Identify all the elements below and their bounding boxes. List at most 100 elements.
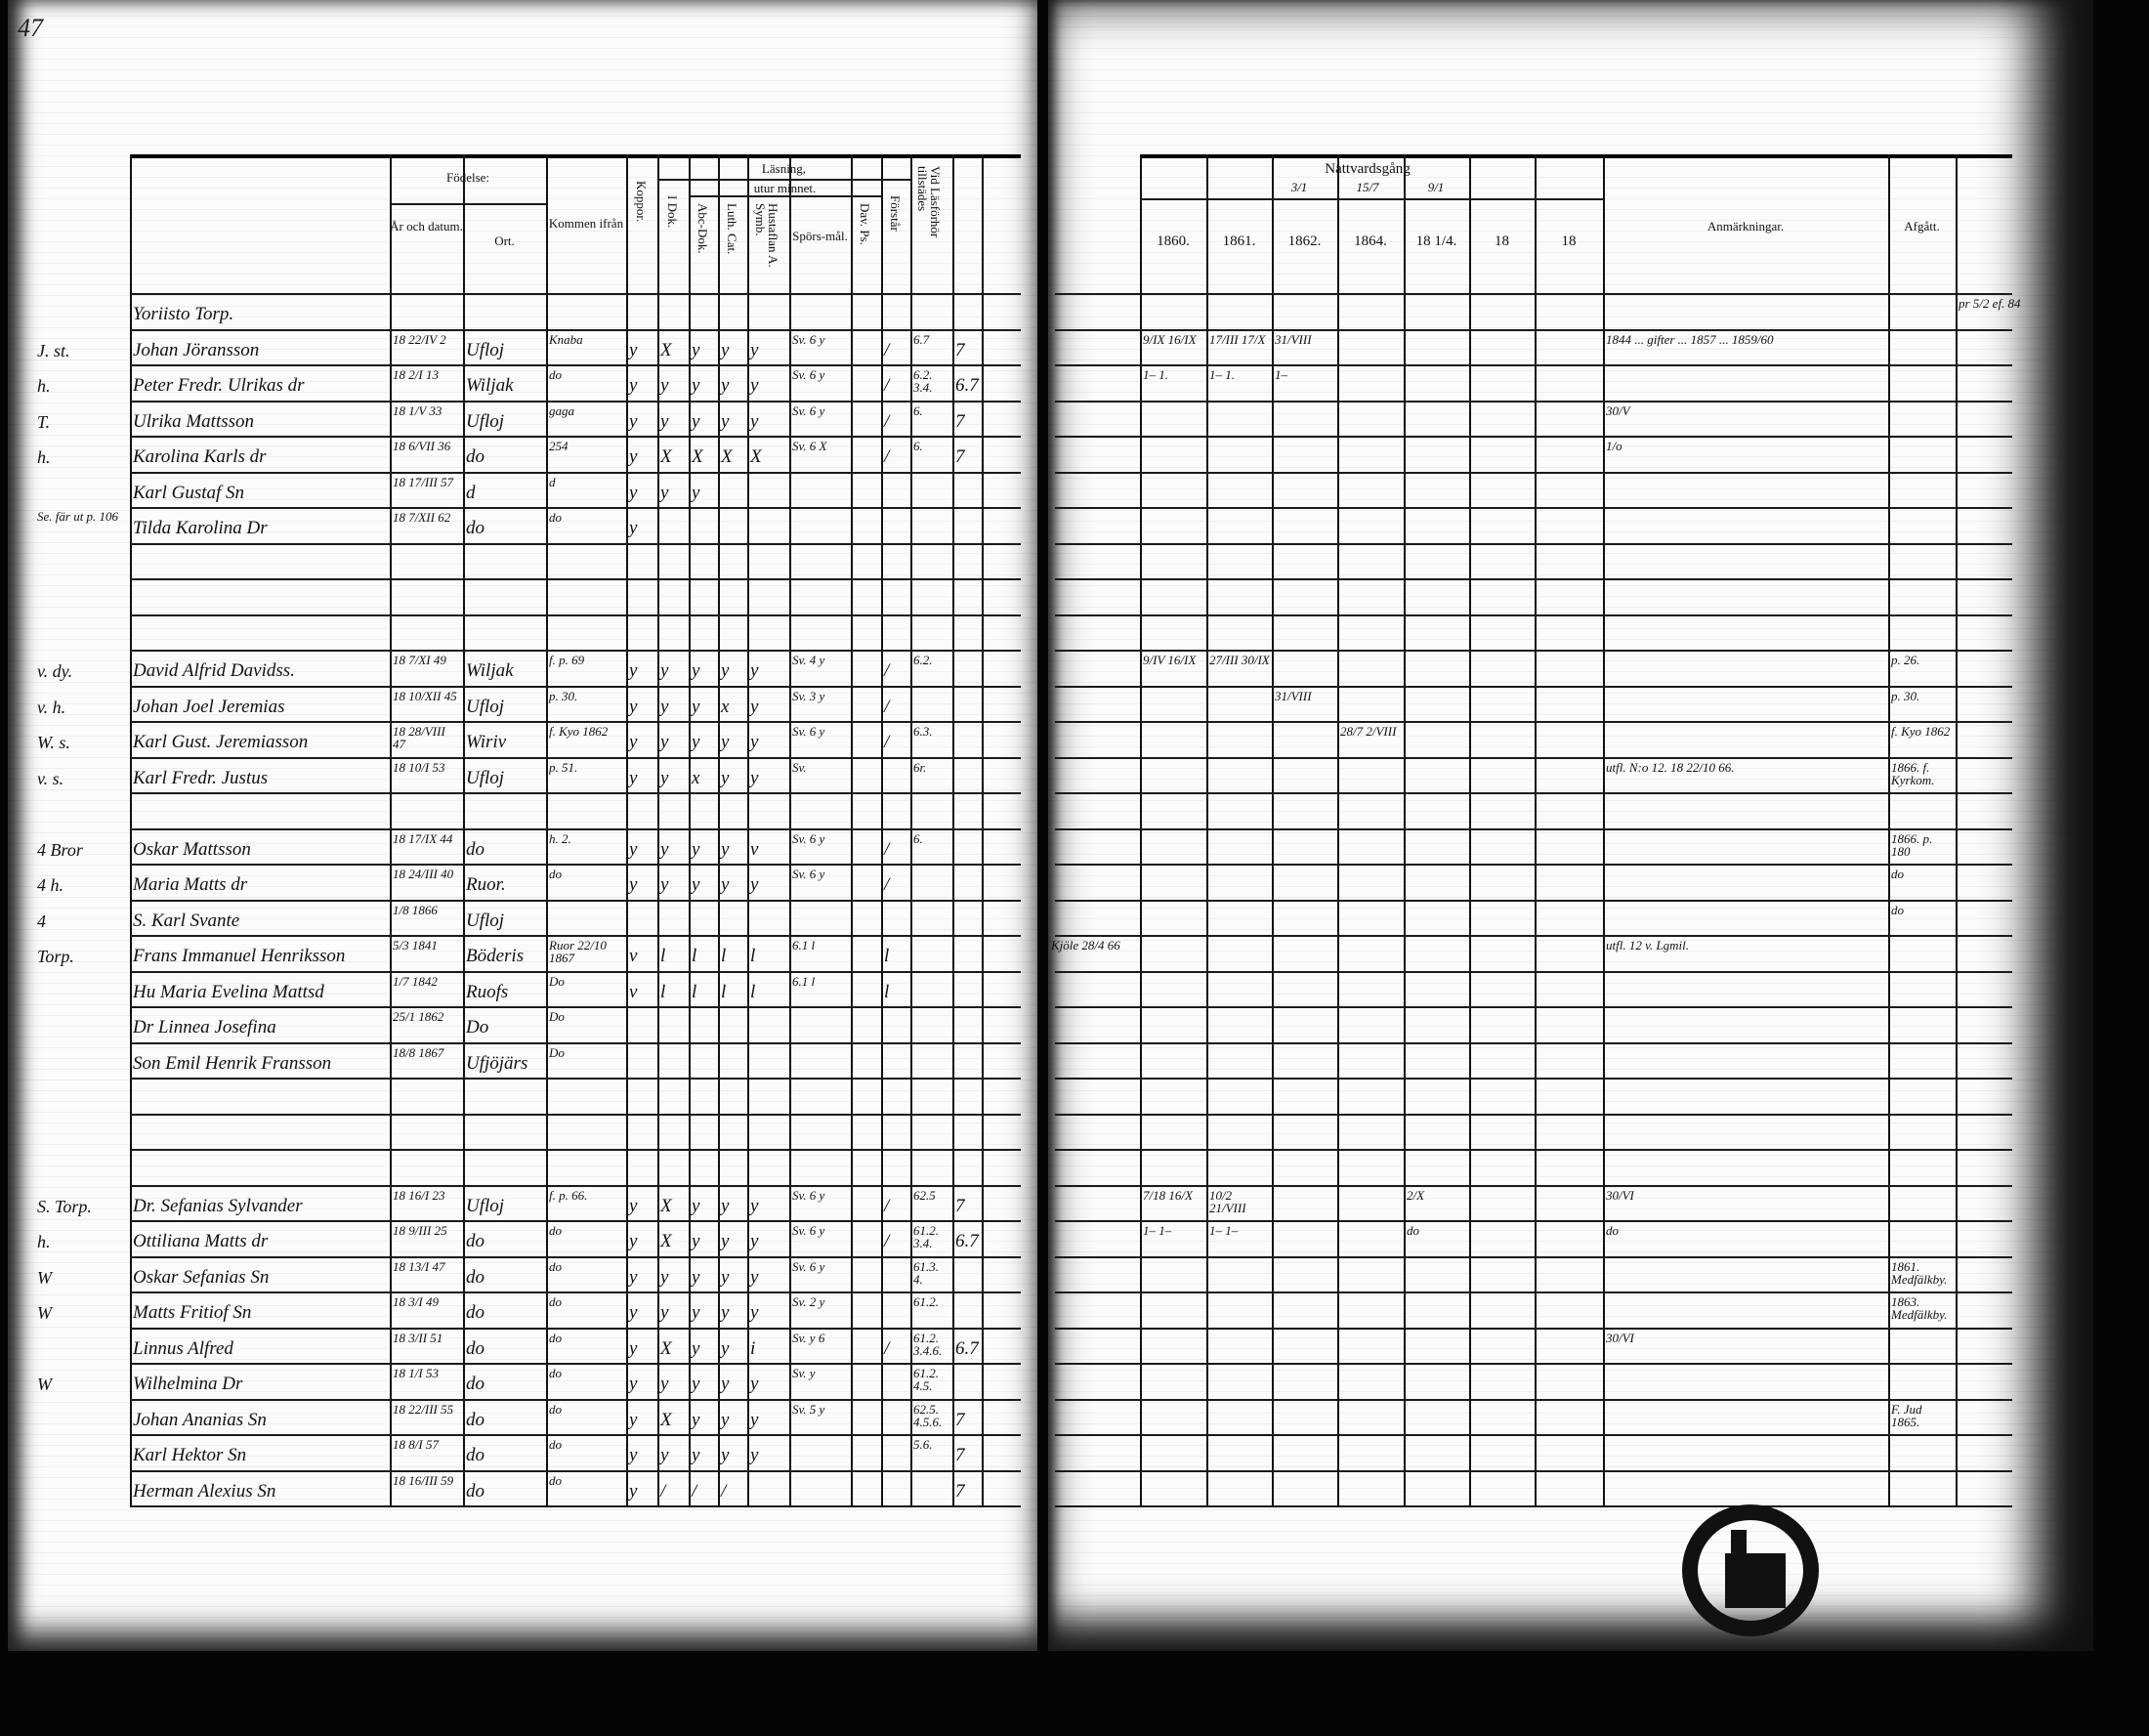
birth-place: Böderis [466,946,525,966]
reading-mark: y [750,660,759,681]
margin-note: W. s. [37,733,70,752]
margin-note: S. Torp. [37,1196,92,1216]
table-top-rule [130,154,1021,158]
row-rule [1055,471,2012,474]
margin-note: Se. fär ut p. 106 [37,509,119,524]
row-rule [130,436,1021,438]
row-rule [130,1505,1021,1507]
anmarkning: 1/o [1606,439,1622,453]
extra-mark: 7 [955,410,965,432]
reading-mark: y [692,482,700,503]
person-name: Dr Linnea Josefina [133,1017,276,1037]
reading-mark: y [660,1445,669,1465]
person-name: Oskar Mattsson [133,838,251,860]
reading-mark: / [884,660,890,681]
row-rule [1055,1505,2012,1507]
person-name: Oskar Sefanias Sn [133,1266,270,1288]
reading-mark: X [721,446,733,467]
person-name: Linnus Alfred [133,1337,233,1359]
margin-note: h. [37,447,51,467]
reading-mark: y [692,1409,700,1430]
birth-place: do [466,1480,485,1502]
reading-mark: y [721,874,730,895]
right-page: Nattvardsgång 3/1 15/7 9/1 1860. 1861. 1862. 18… [1048,0,2093,1651]
person-name: Maria Matts dr [133,874,248,895]
archive-stamp [1682,1504,1819,1636]
reading-mark: Sv. 6 y [792,724,825,739]
reading-mark: / [884,732,890,752]
reading-mark: y [721,1374,730,1394]
column-divider [657,154,659,1505]
reading-mark: y [750,1231,759,1251]
header-fraction: 15/7 [1356,180,1379,194]
birth-date: 18 1/I 53 [393,1366,439,1380]
reading-mark: 6.1 l [792,973,816,989]
header-vid-lasforhor: Vid Läsförhör tillstädes [915,166,943,238]
row-rule [1055,364,2012,366]
koppor-mark: y [629,518,638,538]
reading-mark: y [721,339,730,360]
reading-mark: y [660,375,669,396]
margin-note: J. st. [37,340,70,360]
kommen-ifran: do [549,1472,562,1488]
kommen-ifran: f. Kyo 1862 [549,724,609,739]
lasforhor-mark: 61.2. 3.4.6. [913,1330,943,1358]
birth-place: do [466,1409,485,1430]
reading-mark: y [660,767,669,788]
birth-date: 18 17/IX 44 [393,830,453,846]
afgatt-note: do [1891,902,1904,917]
kommen-ifran: d [549,474,556,489]
margin-note: h. [37,376,51,396]
row-rule [130,507,1021,509]
koppor-mark: y [629,375,638,396]
koppor-mark: y [629,1480,638,1502]
nattvard-date: 9/IV 16/IX [1143,653,1197,667]
church-tower-icon [1731,1530,1747,1559]
kommen-ifran: Ruor 22/10 1867 [549,938,607,965]
birth-date: 18 16/I 23 [393,1187,445,1203]
row-rule [130,614,1021,616]
birth-place: Ufjöjärs [466,1052,528,1074]
row-rule [130,1363,1021,1365]
row-rule [130,1149,1021,1151]
row-rule [130,364,1021,366]
kommen-ifran: 254 [549,439,569,453]
row-rule [1055,970,2012,973]
left-page: Födelse: År och datum. Ort. Kommen ifrån Läs… [8,0,1037,1651]
birth-place: d [466,482,476,503]
header-year: 1860. [1157,233,1190,249]
afgatt-note: 1866. f. Kyrkom. [1891,759,1935,787]
kommen-ifran: do [549,1223,562,1238]
nattvard-date: 1– [1275,367,1287,382]
reading-mark: Sv. 6 y [792,1187,825,1203]
lasforhor-mark: 61.2. [913,1294,939,1309]
person-name: Karl Hektor Sn [133,1445,247,1465]
margin-note: v. h. [37,697,66,717]
lasforhor-mark: 6r. [913,759,927,775]
nattvard-date: 31/VIII [1275,331,1312,347]
nattvard-date: 9/IX 16/IX [1143,331,1197,347]
column-divider [718,154,720,1505]
nattvard-date: 28/7 2/VIII [1340,724,1397,739]
person-name: Johan Joel Jeremias [133,696,285,717]
reading-mark: X [660,1195,672,1216]
reading-mark: y [692,1302,700,1323]
kommen-ifran: do [549,867,562,881]
header-fraction: 3/1 [1290,180,1308,194]
column-divider [1956,154,1958,1505]
right-margin-note: Kjöle 28/4 66 [1051,938,1120,953]
birth-place: Ufloj [466,910,505,931]
header-year: 1864. [1354,233,1387,249]
reading-mark: l [884,981,890,1002]
koppor-mark: y [629,1195,638,1216]
person-name: Hu Maria Evelina Mattsd [133,981,324,1002]
far-margin-note: pr 5/2 ef. 84 [1959,296,2021,311]
koppor-mark: y [629,660,638,681]
birth-date: 25/1 1862 [393,1009,444,1024]
reading-mark: y [660,1302,669,1323]
lasforhor-mark: 6.7 [913,331,930,347]
person-name: Karl Fredr. Justus [133,767,269,788]
reading-mark: y [750,696,759,717]
koppor-mark: v [629,981,638,1002]
koppor-mark: v [629,946,638,966]
